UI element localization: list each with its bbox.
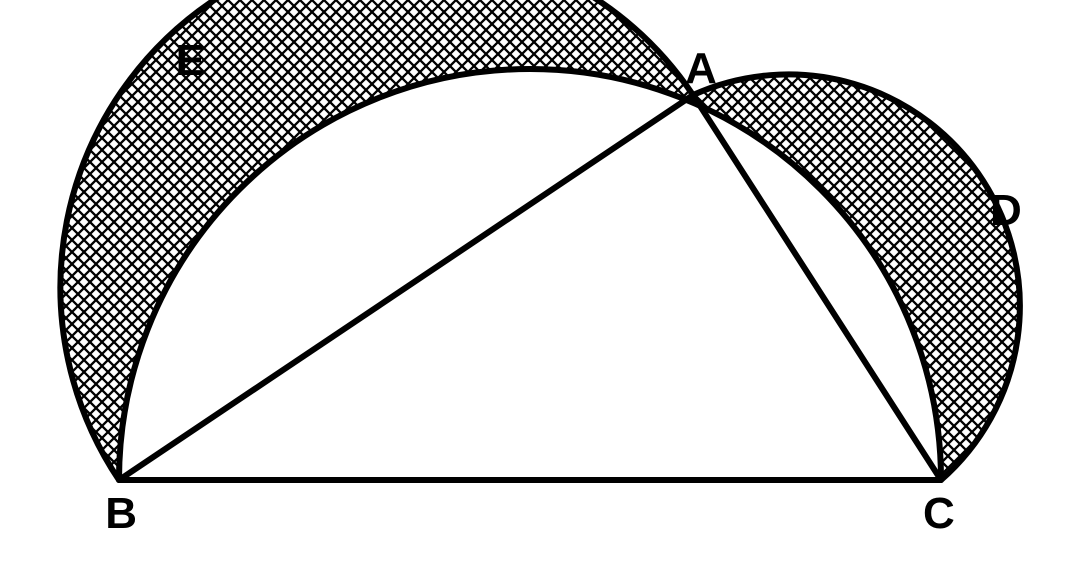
geometry-diagram: A B C D E bbox=[0, 0, 1080, 576]
label-a: A bbox=[685, 44, 717, 93]
label-c: C bbox=[923, 489, 955, 538]
label-b: B bbox=[105, 489, 137, 538]
label-e: E bbox=[176, 36, 205, 85]
label-d: D bbox=[990, 186, 1022, 235]
